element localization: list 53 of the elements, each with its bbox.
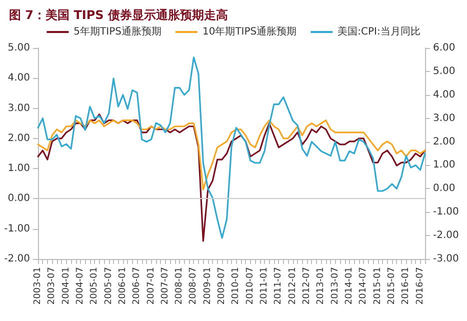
x-tick-label: 2004-07 bbox=[75, 267, 86, 305]
legend-label: 5年期TIPS通胀预期 bbox=[74, 26, 162, 38]
x-tick-label: 2014-01 bbox=[344, 267, 354, 305]
x-tick-label: 2005-01 bbox=[90, 267, 100, 305]
y2-tick-label: -2.00 bbox=[433, 230, 459, 242]
x-tick-label: 2015-01 bbox=[372, 267, 383, 305]
x-tick-label: 2005-07 bbox=[104, 267, 114, 305]
x-tick-label: 2010-01 bbox=[231, 267, 242, 305]
x-tick-label: 2008-07 bbox=[188, 267, 199, 305]
chart-title: 图 7：美国 TIPS 债券显示通胀预期走高 bbox=[9, 8, 228, 22]
x-tick-label: 2014-07 bbox=[358, 267, 369, 305]
x-tick-label: 2013-07 bbox=[330, 267, 340, 305]
x-tick-label: 2016-07 bbox=[415, 267, 426, 305]
y2-tick-label: 2.00 bbox=[433, 136, 456, 148]
x-tick-label: 2006-01 bbox=[118, 267, 128, 305]
y-tick-label: 0.00 bbox=[8, 193, 30, 204]
y-tick-label: -1.00 bbox=[4, 223, 30, 234]
x-tick-label: 2013-01 bbox=[316, 267, 326, 305]
y-tick-label: 4.00 bbox=[8, 72, 30, 84]
legend-label: 10年期TIPS通胀预期 bbox=[202, 26, 297, 38]
y2-tick-label: 1.00 bbox=[433, 160, 456, 171]
y2-tick-label: -1.00 bbox=[433, 206, 459, 218]
y-tick-label: 5.00 bbox=[8, 42, 30, 54]
y-tick-label: -2.00 bbox=[4, 254, 30, 264]
line-series bbox=[37, 114, 426, 242]
x-tick-label: 2003-07 bbox=[47, 267, 58, 305]
x-tick-label: 2007-01 bbox=[146, 267, 156, 305]
x-tick-label: 2009-07 bbox=[217, 267, 228, 305]
x-tick-label: 2011-01 bbox=[260, 267, 270, 305]
y2-tick-label: -3.00 bbox=[433, 254, 459, 264]
legend-label: 美国:CPI:当月同比 bbox=[338, 26, 420, 38]
line-series bbox=[37, 120, 426, 190]
y-tick-label: 3.00 bbox=[8, 102, 30, 114]
x-tick-label: 2010-07 bbox=[245, 267, 256, 305]
y-tick-label: 1.00 bbox=[8, 163, 30, 174]
x-tick-label: 2012-01 bbox=[288, 267, 298, 305]
y2-tick-label: 3.00 bbox=[433, 112, 456, 124]
x-tick-label: 2009-01 bbox=[202, 267, 213, 305]
x-tick-label: 2003-01 bbox=[33, 267, 43, 305]
y2-tick-label: 0.00 bbox=[433, 183, 456, 194]
x-tick-label: 2011-07 bbox=[274, 267, 284, 305]
x-tick-label: 2015-07 bbox=[386, 267, 397, 305]
x-tick-label: 2007-07 bbox=[160, 267, 170, 305]
x-tick-label: 2012-07 bbox=[302, 267, 312, 305]
y-tick-label: 2.00 bbox=[8, 132, 30, 144]
x-tick-label: 2016-01 bbox=[401, 267, 412, 305]
x-tick-label: 2006-07 bbox=[132, 267, 142, 305]
x-tick-label: 2008-01 bbox=[174, 267, 185, 305]
line-series bbox=[37, 56, 426, 239]
y2-tick-label: 4.00 bbox=[433, 89, 456, 100]
x-tick-label: 2004-01 bbox=[61, 267, 72, 305]
y2-tick-label: 6.00 bbox=[433, 42, 456, 54]
y2-tick-label: 5.00 bbox=[433, 66, 456, 77]
